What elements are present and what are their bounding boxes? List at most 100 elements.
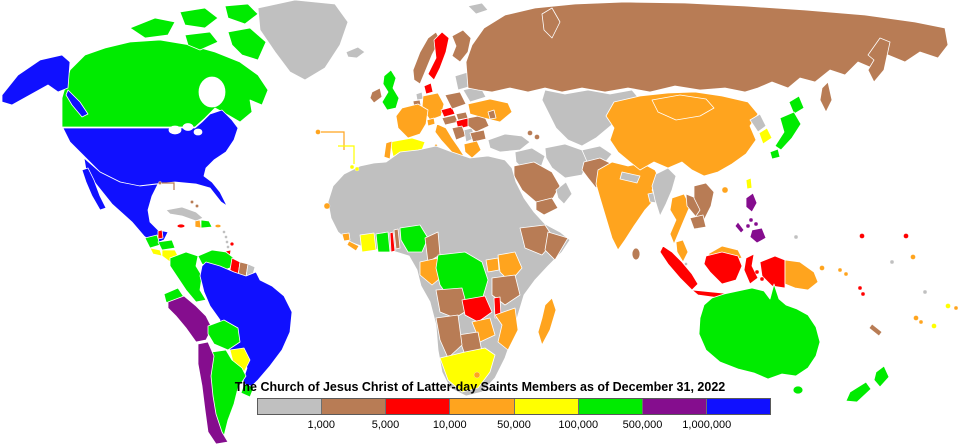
region-caucasus: [527, 130, 540, 140]
legend-swatch-yellow: [514, 399, 579, 414]
azores-leader-line: [321, 131, 345, 150]
region-bulgaria: [469, 129, 487, 143]
region-mozambique: [494, 307, 519, 351]
legend-label: 50,000: [497, 419, 531, 431]
region-united-kingdom: [381, 69, 400, 111]
region-south-korea: [758, 127, 773, 145]
region-moldova: [487, 109, 497, 120]
region-new-caledonia: [868, 323, 883, 337]
legend-swatch-purple: [642, 399, 707, 414]
region-colombia: [169, 251, 207, 303]
region-croatia: [451, 125, 467, 141]
region-svalbard: [467, 2, 489, 15]
region-puerto-rico: [214, 223, 222, 229]
region-nepal: [619, 171, 641, 184]
region-bolivia: [207, 319, 241, 351]
region-myanmar: [651, 167, 677, 217]
region-cape-verde: [323, 202, 331, 210]
great-lakes: [168, 123, 203, 136]
region-kiribati: [910, 254, 916, 260]
region-fiji: [913, 315, 924, 325]
region-micronesia: [859, 233, 865, 239]
region-haiti: [194, 219, 202, 229]
region-tuvalu: [922, 289, 928, 295]
region-zambia: [461, 295, 493, 323]
region-denmark: [423, 82, 434, 95]
region-russia: [465, 1, 949, 113]
legend-swatch-blue: [706, 399, 770, 414]
region-ghana: [375, 231, 391, 253]
region-netherlands: [415, 91, 424, 101]
legend-swatch-green: [578, 399, 643, 414]
region-bahamas: [158, 181, 199, 208]
hudson-bay: [198, 76, 226, 108]
region-barbados: [230, 242, 234, 246]
region-canada: [61, 3, 269, 128]
region-honduras: [157, 239, 176, 251]
legend-swatch-gray: [258, 399, 323, 414]
region-dominican-republic: [200, 219, 213, 229]
region-cote-divoire: [359, 232, 377, 253]
region-new-zealand: [845, 365, 890, 403]
region-liberia: [346, 240, 360, 252]
region-sweden: [427, 31, 450, 81]
region-france: [395, 103, 429, 139]
region-marshall-islands: [903, 233, 909, 239]
region-philippines: [734, 192, 767, 244]
region-papua-new-guinea: [784, 259, 825, 291]
legend-label: 5,000: [371, 419, 400, 431]
region-australia: [698, 283, 821, 395]
legend-swatch-red: [386, 399, 451, 414]
region-chile: [197, 341, 229, 445]
region-togo: [389, 231, 396, 253]
legend-swatch-orange: [450, 399, 515, 414]
region-uganda: [485, 257, 500, 273]
canary-leader-line: [338, 145, 355, 164]
region-taiwan: [745, 177, 753, 190]
region-namibia: [435, 314, 463, 359]
region-iceland: [345, 46, 366, 59]
region-yemen: [535, 197, 559, 216]
legend-label: 1,000: [307, 419, 336, 431]
region-sierra-leone: [341, 232, 351, 242]
region-singapore: [684, 262, 688, 266]
region-oman: [555, 181, 573, 205]
region-south-africa: [439, 347, 496, 393]
region-nauru: [889, 259, 895, 265]
region-vanuatu: [857, 285, 866, 297]
region-finland: [451, 29, 472, 63]
region-ukraine: [467, 98, 513, 123]
region-american-samoa: [953, 305, 959, 311]
region-benin: [393, 228, 401, 250]
region-czechia: [440, 106, 456, 118]
region-portugal: [383, 140, 393, 160]
region-solomon-islands: [837, 267, 849, 277]
region-kenya: [497, 251, 523, 283]
region-mexico: [81, 157, 169, 245]
region-switzerland: [426, 117, 436, 127]
region-uruguay: [240, 383, 255, 398]
legend-label: 500,000: [622, 419, 663, 431]
region-el-salvador: [149, 247, 163, 257]
legend-title: The Church of Jesus Christ of Latter-day…: [234, 380, 726, 394]
legend-labels: 1,000 5,000 10,000 50,000 100,000 500,000 1,00…: [257, 419, 771, 433]
region-belize: [157, 229, 164, 240]
region-samoa: [945, 303, 951, 309]
region-lesser-antilles: [222, 230, 230, 249]
legend-label: 10,000: [432, 419, 467, 431]
region-tonga: [931, 323, 937, 329]
region-lesotho: [473, 371, 481, 379]
legend-swatch-brown: [322, 399, 387, 414]
region-azores: [315, 129, 321, 135]
bahamas-leader-line: [162, 182, 175, 190]
region-madagascar: [537, 297, 557, 346]
region-brazil: [199, 261, 293, 391]
region-somalia: [544, 231, 569, 261]
region-japan: [769, 95, 805, 160]
region-cambodia: [689, 214, 707, 230]
region-turkey: [487, 133, 531, 153]
legend-bar: [257, 398, 771, 415]
region-china: [605, 91, 759, 194]
